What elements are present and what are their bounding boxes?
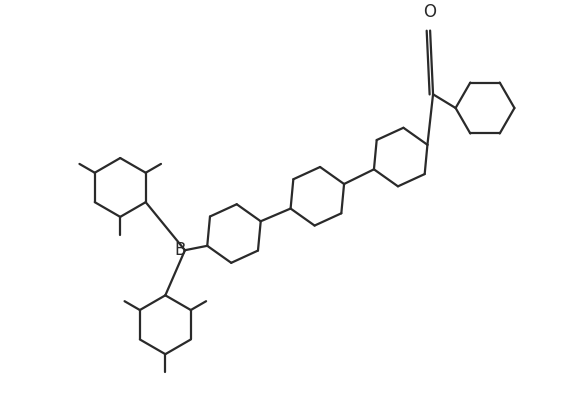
Text: O: O	[424, 3, 437, 21]
Text: B: B	[175, 241, 186, 259]
